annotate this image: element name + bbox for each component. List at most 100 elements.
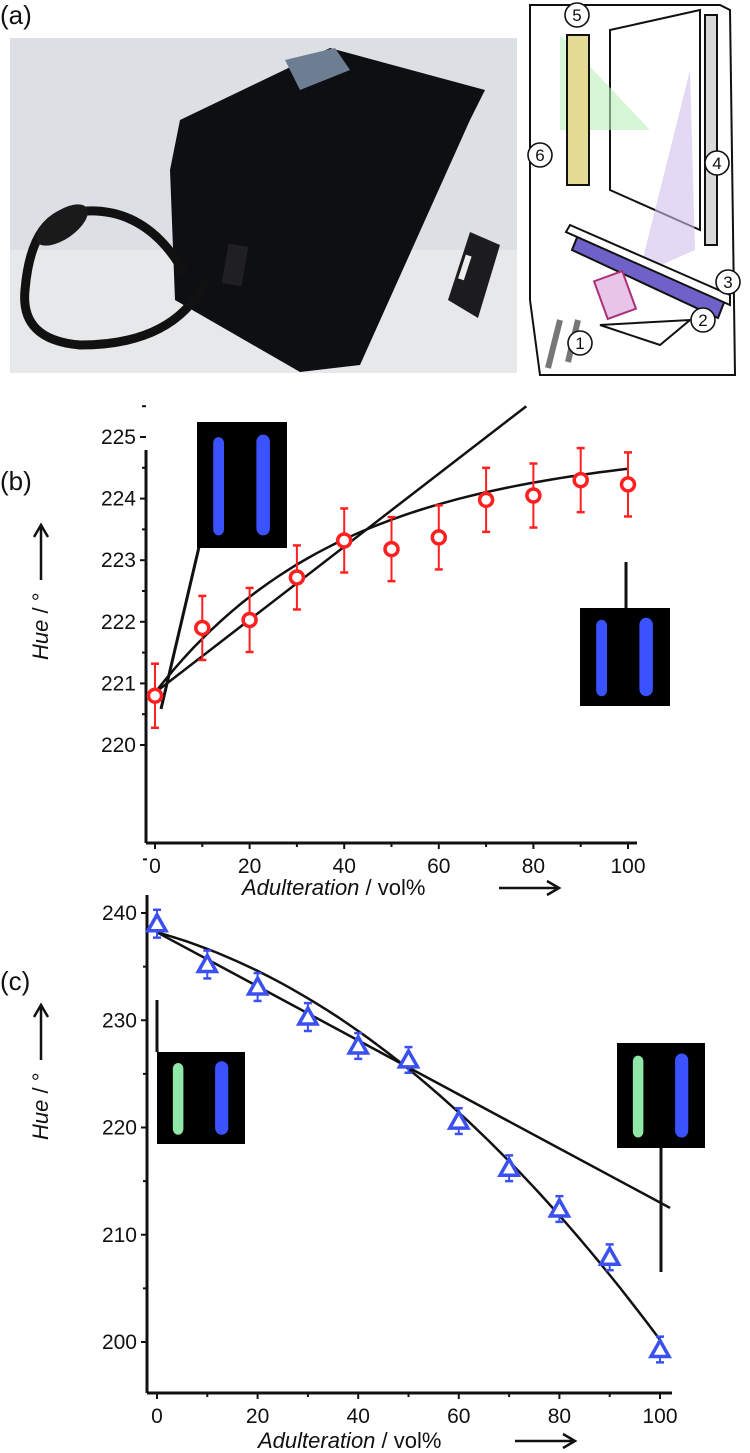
triangle-marker bbox=[597, 1244, 622, 1267]
x-tick-label: 60 bbox=[427, 855, 450, 878]
linear-fit-line bbox=[156, 931, 671, 1210]
data-point bbox=[477, 466, 495, 534]
triangle-marker bbox=[497, 1155, 522, 1178]
data-point bbox=[497, 1154, 522, 1183]
triangle-marker bbox=[295, 1004, 320, 1026]
x-axis-arrow bbox=[515, 1432, 578, 1450]
data-point bbox=[648, 1335, 672, 1364]
circle-marker bbox=[194, 619, 211, 637]
inset-sample-left bbox=[632, 1055, 644, 1138]
x-tick-label: 80 bbox=[522, 855, 545, 878]
circle-marker bbox=[241, 611, 258, 629]
data-point bbox=[245, 971, 270, 1003]
x-axis-arrow bbox=[499, 879, 562, 897]
y-tick-label: 220 bbox=[102, 1117, 137, 1140]
callout-circle bbox=[690, 307, 716, 333]
callout-number: 3 bbox=[723, 273, 732, 292]
triangle-marker bbox=[245, 974, 270, 996]
data-point bbox=[597, 1243, 622, 1272]
x-tick-label: 20 bbox=[238, 855, 261, 878]
circle-marker bbox=[430, 529, 448, 546]
inset-photo bbox=[197, 422, 287, 548]
data-point bbox=[383, 515, 400, 583]
callout-circle bbox=[567, 330, 593, 356]
x-tick-label: 40 bbox=[333, 855, 356, 878]
callout-circle bbox=[715, 269, 741, 295]
chart-c: (c) 0 20 40 60 80 100 200 210 220 230 240 Adulterati… bbox=[0, 858, 705, 1453]
x-tick-label: 0 bbox=[149, 855, 161, 878]
inset-sample-right bbox=[675, 1053, 689, 1138]
x-axis-label-unit: / vol% bbox=[359, 875, 425, 900]
y-tick-label: 225 bbox=[101, 426, 136, 449]
data-point bbox=[194, 594, 211, 662]
data-point bbox=[195, 949, 220, 980]
chart-b: (b) 0 20 40 60 80 100 220 221 222 223 224 225 Adulter… bbox=[0, 405, 670, 900]
x-axis-label: Adulteration / vol% bbox=[256, 1428, 441, 1453]
y-tick-label: 221 bbox=[101, 672, 136, 695]
inset-sample-right bbox=[215, 1061, 229, 1135]
data-point bbox=[335, 507, 353, 574]
data-point bbox=[396, 1045, 421, 1075]
x-axis-label-quantity: Adulteration bbox=[240, 875, 359, 900]
y-axis-label-unit: / ° bbox=[28, 593, 53, 620]
y-tick-label: 222 bbox=[101, 611, 136, 634]
inset-photo bbox=[617, 1043, 705, 1148]
y-tick-label: 240 bbox=[102, 902, 137, 925]
data-point bbox=[525, 462, 542, 529]
device-diagram bbox=[529, 4, 737, 376]
circle-marker bbox=[477, 491, 495, 509]
callout-number: 5 bbox=[572, 6, 581, 25]
inset-leader-line bbox=[159, 546, 201, 710]
data-point bbox=[145, 908, 169, 939]
x-axis-label-unit: / vol% bbox=[375, 1428, 441, 1453]
inset-photo bbox=[580, 608, 670, 706]
inset-sample-left bbox=[596, 619, 607, 697]
inset-sample-right bbox=[639, 617, 653, 697]
y-tick-label: 224 bbox=[101, 488, 136, 511]
callout-circle bbox=[704, 150, 730, 176]
data-point bbox=[446, 1106, 471, 1136]
y-tick-label: 230 bbox=[102, 1009, 137, 1032]
inset-sample-right bbox=[256, 434, 270, 536]
linear-fit-line bbox=[154, 405, 528, 694]
circle-marker bbox=[619, 476, 637, 493]
circle-marker bbox=[383, 540, 400, 558]
circle-marker bbox=[572, 471, 589, 489]
triangle-marker bbox=[195, 951, 220, 974]
data-point bbox=[241, 586, 258, 654]
y-axis-arrow bbox=[32, 1002, 50, 1060]
y-axis-label: Hue / ° bbox=[28, 1073, 53, 1141]
data-point bbox=[619, 451, 637, 518]
inset-sample-left bbox=[172, 1063, 184, 1135]
x-axis-label-quantity: Adulteration bbox=[256, 1428, 375, 1453]
inset-photo bbox=[157, 1052, 245, 1144]
y-tick-label: 200 bbox=[102, 1331, 137, 1354]
data-point bbox=[572, 446, 589, 514]
triangle-marker bbox=[346, 1033, 371, 1055]
x-tick-label: 80 bbox=[548, 1405, 571, 1428]
y-tick-label: 223 bbox=[101, 549, 136, 572]
data-point bbox=[430, 504, 448, 571]
panel-label-a: (a) bbox=[0, 0, 32, 30]
data-point bbox=[547, 1194, 572, 1224]
x-axis-label: Adulteration / vol% bbox=[240, 875, 425, 900]
x-tick-label: 100 bbox=[610, 855, 645, 878]
x-tick-label: 0 bbox=[151, 1405, 163, 1428]
triangle-marker bbox=[145, 911, 169, 933]
y-tick-label: 220 bbox=[101, 734, 136, 757]
circle-marker bbox=[288, 569, 306, 586]
circle-marker bbox=[146, 687, 164, 704]
photo-smartphone-device bbox=[10, 38, 517, 373]
y-axis-label-unit: / ° bbox=[28, 1073, 53, 1100]
y-tick-label: 210 bbox=[102, 1224, 137, 1247]
panel-label-c: (c) bbox=[0, 966, 30, 996]
triangle-marker bbox=[648, 1336, 672, 1359]
y-axis-label-quantity: Hue bbox=[28, 620, 53, 660]
circle-marker bbox=[335, 532, 353, 549]
data-point bbox=[295, 1001, 320, 1033]
x-tick-label: 60 bbox=[447, 1405, 470, 1428]
x-tick-label: 40 bbox=[347, 1405, 370, 1428]
panel-label-b: (b) bbox=[0, 466, 32, 496]
